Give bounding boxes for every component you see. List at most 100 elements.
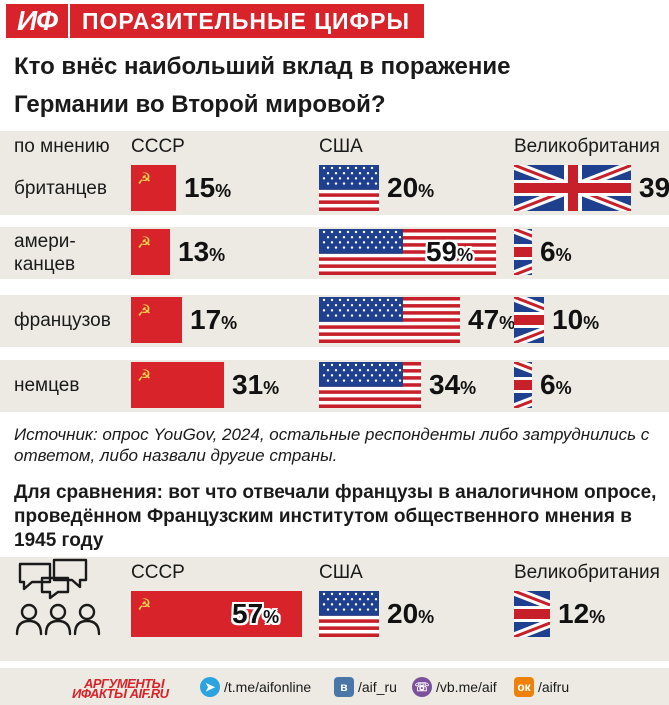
uk-row-0-value-number: 39 xyxy=(639,172,669,203)
uk-row-2-percent-sign: % xyxy=(583,313,600,333)
usa-comparison-percent-sign: % xyxy=(418,607,435,627)
uk-flag-icon xyxy=(514,362,532,408)
usa-row-0-percent-sign: % xyxy=(418,181,435,201)
usa-row-3-bar xyxy=(319,362,421,408)
ussr-row-1-percent-sign: % xyxy=(209,245,226,265)
comparison-ussr-header: СССР xyxy=(131,562,185,583)
comparison-title: Для сравнения: вот что отвечали французы… xyxy=(14,482,657,551)
row-label-line: немцев xyxy=(14,375,80,396)
ussr-row-0-value-number: 15 xyxy=(184,172,216,203)
ussr-column-header: СССР xyxy=(131,136,185,157)
footer-logo-line-1: АРГУМЕНТЫ xyxy=(84,676,165,691)
usa-row-2-value-label: 47% xyxy=(468,297,515,346)
hammer-sickle-icon: ☭ xyxy=(137,366,152,385)
uk-row-3-value-number: 6 xyxy=(540,369,556,400)
ussr-row-3-percent-sign: % xyxy=(263,378,280,398)
ussr-row-3-value-label: 31% xyxy=(232,362,279,411)
row-label: британцев xyxy=(14,177,107,200)
uk-row-3-value-label: 6% xyxy=(540,362,572,411)
usa-row-0-value-number: 20 xyxy=(387,172,419,203)
chart-title-line-2: Германии во Второй мировой? xyxy=(14,91,386,118)
social-telegram-label: /t.me/aifonline xyxy=(224,679,312,695)
ussr-row-0-percent-sign: % xyxy=(215,181,232,201)
rubric-band: ПОРАЗИТЕЛЬНЫЕ ЦИФРЫ xyxy=(70,4,424,38)
ussr-row-1-value-number: 13 xyxy=(178,236,210,267)
usa-comparison-value-number: 20 xyxy=(387,598,419,629)
uk-comparison-bar xyxy=(514,591,550,637)
ussr-comparison-percent-sign: % xyxy=(263,607,280,627)
group-column-header: по мнению xyxy=(14,136,110,157)
chart-title-line-1: Кто внёс наибольший вклад в поражение xyxy=(14,53,511,80)
vk-icon: в xyxy=(334,677,354,697)
social-vk[interactable]: в /aif_ru xyxy=(334,676,397,698)
uk-comparison-value-number: 12 xyxy=(558,598,590,629)
uk-flag-icon xyxy=(514,591,550,637)
usa-row-3-value-label: 34% xyxy=(429,362,476,411)
row-label: амери-канцев xyxy=(14,230,76,276)
uk-flag-icon xyxy=(514,297,544,343)
usa-row-0-value-label: 20% xyxy=(387,165,434,214)
usa-row-1-bar xyxy=(319,229,496,275)
source-note: Источник: опрос YouGov, 2024, остальные … xyxy=(14,425,650,465)
usa-row-1-percent-sign: % xyxy=(457,245,474,265)
uk-row-1-bar xyxy=(514,229,532,275)
uk-comparison-value-label: 12% xyxy=(558,591,605,640)
people-chat-icon xyxy=(15,558,101,636)
uk-row-2-value-label: 10% xyxy=(552,297,599,346)
telegram-icon: ➤ xyxy=(200,677,220,697)
usa-flag-icon xyxy=(319,165,379,211)
usa-comparison-value-label: 20% xyxy=(387,591,434,640)
ussr-row-3-value-number: 31 xyxy=(232,369,264,400)
usa-row-2-percent-sign: % xyxy=(499,313,516,333)
ussr-row-2-value-number: 17 xyxy=(190,304,222,335)
aif-logo: ИФ xyxy=(6,4,68,38)
footer-logo-line-2: ИФАКТЫ AIF.RU xyxy=(72,686,169,701)
uk-row-3-percent-sign: % xyxy=(555,378,572,398)
uk-column-header: Великобритания xyxy=(514,136,660,157)
comparison-uk-header: Великобритания xyxy=(514,562,660,583)
social-telegram[interactable]: ➤ /t.me/aifonline xyxy=(200,676,311,698)
usa-flag-icon xyxy=(319,362,421,408)
usa-row-2-value-number: 47 xyxy=(468,304,500,335)
social-ok[interactable]: ок /aifru xyxy=(514,676,569,698)
ok-icon: ок xyxy=(514,677,534,697)
hammer-sickle-icon: ☭ xyxy=(137,301,152,320)
uk-comparison-percent-sign: % xyxy=(589,607,606,627)
usa-comparison-bar xyxy=(319,591,379,637)
row-label: французов xyxy=(14,309,111,332)
uk-row-3-bar xyxy=(514,362,532,408)
ussr-row-1-value-label: 13% xyxy=(178,229,225,278)
ussr-comparison-bar: ☭ xyxy=(131,591,302,637)
ussr-row-0-value-label: 15% xyxy=(184,165,231,214)
ussr-row-3-bar: ☭ xyxy=(131,362,224,408)
social-viber[interactable]: ☏ /vb.me/aif xyxy=(412,676,497,698)
usa-flag-icon xyxy=(319,297,460,343)
hammer-sickle-icon: ☭ xyxy=(137,233,152,252)
row-label: немцев xyxy=(14,374,79,397)
ussr-row-1-bar: ☭ xyxy=(131,229,170,275)
uk-row-2-value-number: 10 xyxy=(552,304,584,335)
usa-row-1-value-label: 59% xyxy=(426,229,473,278)
uk-row-1-value-label: 6% xyxy=(540,229,572,278)
viber-icon: ☏ xyxy=(412,677,432,697)
usa-flag-icon xyxy=(319,591,379,637)
uk-flag-icon xyxy=(514,229,532,275)
usa-flag-icon xyxy=(319,229,496,275)
column-header-row xyxy=(0,131,669,164)
usa-row-0-bar xyxy=(319,165,379,211)
chart-title: Кто внёс наибольший вклад в поражение Ге… xyxy=(14,48,654,124)
usa-row-3-percent-sign: % xyxy=(460,378,477,398)
ussr-row-2-value-label: 17% xyxy=(190,297,237,346)
social-viber-label: /vb.me/aif xyxy=(436,679,497,695)
uk-flag-icon xyxy=(514,165,631,211)
social-ok-label: /aifru xyxy=(538,679,570,695)
row-label-line: амери- xyxy=(14,231,76,252)
social-vk-label: /aif_ru xyxy=(358,679,397,695)
row-label-line: канцев xyxy=(14,254,76,275)
comparison-usa-header: США xyxy=(319,562,363,583)
usa-row-1-value-number: 59 xyxy=(426,236,458,267)
ussr-row-0-bar: ☭ xyxy=(131,165,176,211)
aif-footer-logo[interactable]: АРГУМЕНТЫ ИФАКТЫ AIF.RU xyxy=(72,676,190,701)
ussr-row-2-percent-sign: % xyxy=(221,313,238,333)
